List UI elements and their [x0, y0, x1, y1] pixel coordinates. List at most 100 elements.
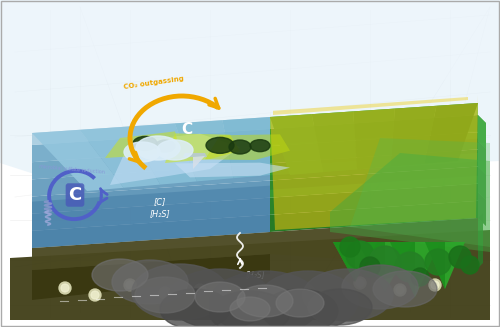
Circle shape	[346, 241, 374, 269]
Text: [H₂S]: [H₂S]	[245, 270, 265, 280]
Polygon shape	[32, 163, 270, 197]
Ellipse shape	[230, 297, 270, 321]
Ellipse shape	[124, 142, 160, 162]
Circle shape	[449, 246, 471, 268]
Ellipse shape	[157, 140, 193, 160]
Text: C: C	[68, 186, 82, 204]
Circle shape	[194, 284, 206, 296]
Polygon shape	[32, 130, 124, 191]
Ellipse shape	[210, 291, 290, 327]
Circle shape	[124, 279, 136, 291]
Polygon shape	[127, 123, 197, 185]
Polygon shape	[270, 218, 478, 268]
Polygon shape	[353, 109, 395, 169]
Polygon shape	[478, 115, 486, 149]
Ellipse shape	[112, 260, 188, 304]
Circle shape	[369, 246, 401, 278]
Polygon shape	[270, 153, 478, 175]
Text: microbial sulfate reduction: microbial sulfate reduction	[39, 164, 105, 174]
Polygon shape	[270, 95, 478, 230]
Ellipse shape	[276, 289, 324, 317]
Ellipse shape	[373, 271, 437, 307]
Polygon shape	[273, 97, 468, 115]
Polygon shape	[0, 0, 500, 80]
Polygon shape	[270, 132, 478, 163]
Polygon shape	[357, 242, 413, 292]
Circle shape	[396, 286, 404, 294]
Circle shape	[429, 279, 441, 291]
Ellipse shape	[133, 136, 157, 150]
Polygon shape	[390, 242, 415, 297]
Polygon shape	[110, 134, 240, 185]
Polygon shape	[350, 138, 490, 247]
Circle shape	[161, 289, 169, 297]
Polygon shape	[357, 242, 385, 292]
Ellipse shape	[168, 269, 272, 327]
Polygon shape	[333, 242, 377, 282]
Text: CO₂ outgassing: CO₂ outgassing	[124, 76, 184, 90]
Circle shape	[356, 279, 364, 287]
Circle shape	[196, 286, 204, 294]
Polygon shape	[32, 198, 270, 231]
Polygon shape	[270, 166, 478, 198]
Polygon shape	[330, 153, 490, 252]
Polygon shape	[205, 134, 290, 160]
Polygon shape	[32, 117, 270, 145]
Polygon shape	[32, 129, 270, 162]
Polygon shape	[270, 130, 478, 153]
Circle shape	[431, 281, 439, 289]
Polygon shape	[478, 141, 486, 175]
Ellipse shape	[206, 137, 234, 153]
Ellipse shape	[136, 136, 180, 160]
Circle shape	[395, 252, 425, 282]
Circle shape	[461, 256, 479, 274]
Polygon shape	[391, 106, 436, 166]
Circle shape	[340, 237, 360, 257]
Circle shape	[411, 268, 429, 286]
Ellipse shape	[342, 265, 418, 309]
Ellipse shape	[135, 277, 195, 313]
Polygon shape	[10, 230, 490, 320]
Polygon shape	[80, 127, 160, 188]
Polygon shape	[32, 232, 270, 270]
Circle shape	[354, 277, 366, 289]
Polygon shape	[270, 149, 478, 181]
Circle shape	[91, 291, 99, 299]
Ellipse shape	[250, 140, 270, 152]
Circle shape	[126, 281, 134, 289]
Ellipse shape	[262, 289, 338, 327]
Ellipse shape	[303, 269, 393, 321]
Text: [H₂S]: [H₂S]	[150, 210, 171, 218]
Polygon shape	[270, 103, 478, 129]
Polygon shape	[333, 242, 355, 282]
Circle shape	[59, 282, 71, 294]
Polygon shape	[270, 115, 478, 146]
Polygon shape	[222, 117, 270, 178]
Polygon shape	[425, 242, 445, 289]
Circle shape	[394, 284, 406, 296]
Polygon shape	[32, 146, 270, 179]
Ellipse shape	[210, 271, 320, 327]
Ellipse shape	[92, 259, 148, 291]
Polygon shape	[424, 103, 478, 164]
Polygon shape	[478, 192, 486, 226]
Polygon shape	[175, 120, 234, 181]
Polygon shape	[478, 115, 486, 226]
Polygon shape	[270, 176, 478, 198]
Polygon shape	[425, 242, 465, 289]
Circle shape	[89, 289, 101, 301]
Polygon shape	[165, 133, 240, 163]
Polygon shape	[183, 153, 207, 157]
Polygon shape	[175, 163, 290, 177]
Ellipse shape	[237, 285, 293, 317]
Circle shape	[425, 249, 451, 275]
Polygon shape	[32, 181, 270, 214]
Polygon shape	[390, 242, 440, 297]
Polygon shape	[312, 112, 357, 172]
Polygon shape	[32, 215, 270, 248]
Ellipse shape	[308, 289, 372, 325]
Polygon shape	[270, 114, 324, 175]
Polygon shape	[270, 201, 478, 232]
Polygon shape	[32, 254, 270, 300]
Ellipse shape	[155, 140, 175, 152]
